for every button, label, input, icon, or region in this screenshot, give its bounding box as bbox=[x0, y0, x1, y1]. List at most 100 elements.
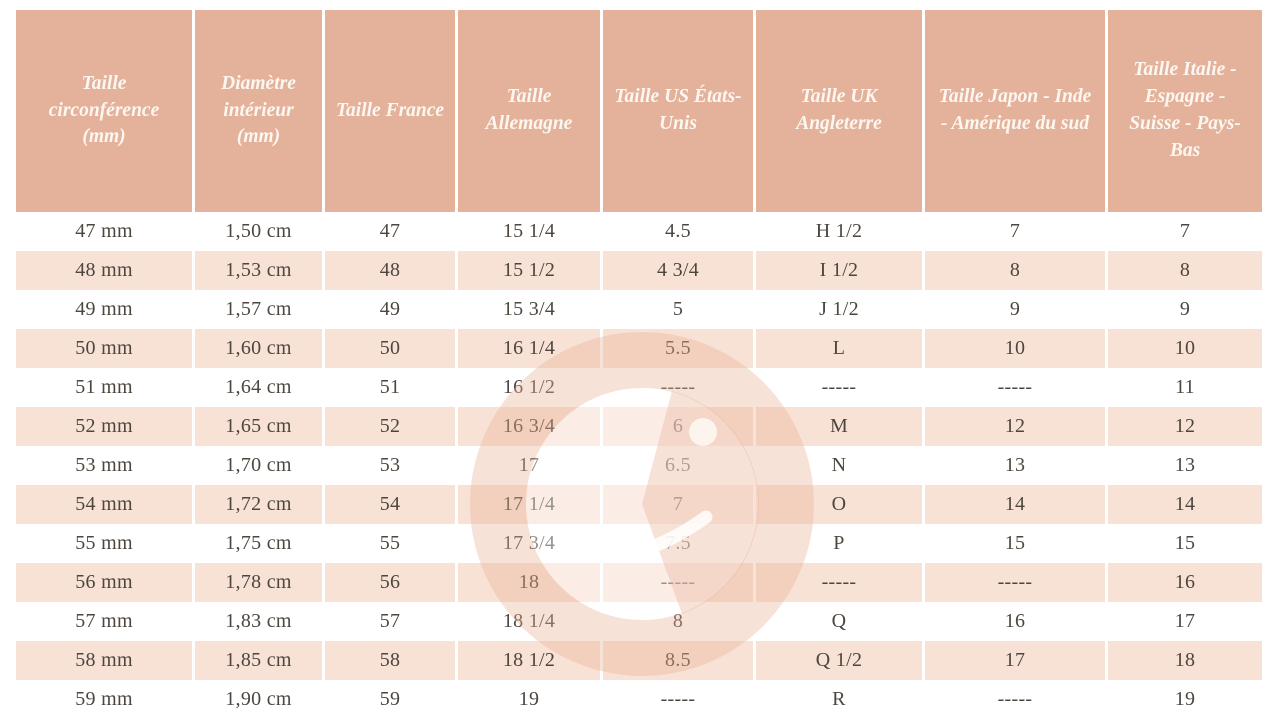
table-cell: ----- bbox=[922, 563, 1105, 602]
table-cell: 47 bbox=[322, 212, 455, 251]
table-cell: 6.5 bbox=[600, 446, 753, 485]
table-cell: 55 mm bbox=[16, 524, 192, 563]
table-cell: 1,57 cm bbox=[192, 290, 322, 329]
table-cell: 18 bbox=[455, 563, 600, 602]
table-cell: 48 mm bbox=[16, 251, 192, 290]
table-cell: 52 mm bbox=[16, 407, 192, 446]
table-cell: 50 bbox=[322, 329, 455, 368]
table-cell: 17 bbox=[455, 446, 600, 485]
table-cell: 15 bbox=[1105, 524, 1262, 563]
table-cell: O bbox=[753, 485, 922, 524]
table-cell: 18 bbox=[1105, 641, 1262, 680]
table-cell: N bbox=[753, 446, 922, 485]
table-row: 49 mm 1,57 cm 49 15 3/4 5 J 1/2 9 9 bbox=[16, 290, 1262, 329]
table-cell: 14 bbox=[1105, 485, 1262, 524]
table-cell: 8 bbox=[600, 602, 753, 641]
table-cell: J 1/2 bbox=[753, 290, 922, 329]
table-cell: 56 mm bbox=[16, 563, 192, 602]
table-cell: 1,64 cm bbox=[192, 368, 322, 407]
table-cell: 1,85 cm bbox=[192, 641, 322, 680]
table-cell: 4.5 bbox=[600, 212, 753, 251]
table-cell: 4 3/4 bbox=[600, 251, 753, 290]
table-cell: 9 bbox=[922, 290, 1105, 329]
table-cell: I 1/2 bbox=[753, 251, 922, 290]
table-cell: 49 mm bbox=[16, 290, 192, 329]
table-cell: 10 bbox=[922, 329, 1105, 368]
table-cell: 1,72 cm bbox=[192, 485, 322, 524]
table-cell: L bbox=[753, 329, 922, 368]
column-header: Taille Japon - Inde - Amérique du sud bbox=[922, 10, 1105, 212]
column-header: Taille UK Angleterre bbox=[753, 10, 922, 212]
table-cell: 51 bbox=[322, 368, 455, 407]
table-cell: 1,78 cm bbox=[192, 563, 322, 602]
table-cell: 1,65 cm bbox=[192, 407, 322, 446]
table-cell: 6 bbox=[600, 407, 753, 446]
table-cell: 1,83 cm bbox=[192, 602, 322, 641]
table-cell: 47 mm bbox=[16, 212, 192, 251]
column-header: Taille Italie - Espagne - Suisse - Pays-… bbox=[1105, 10, 1262, 212]
table-cell: 10 bbox=[1105, 329, 1262, 368]
table-cell: 53 bbox=[322, 446, 455, 485]
table-cell: 16 bbox=[1105, 563, 1262, 602]
table-cell: 1,53 cm bbox=[192, 251, 322, 290]
table-cell: 15 1/2 bbox=[455, 251, 600, 290]
table-cell: 7 bbox=[600, 485, 753, 524]
table-cell: 1,50 cm bbox=[192, 212, 322, 251]
table-cell: 53 mm bbox=[16, 446, 192, 485]
table-cell: 5.5 bbox=[600, 329, 753, 368]
table-row: 55 mm 1,75 cm 55 17 3/4 7.5 P 15 15 bbox=[16, 524, 1262, 563]
table-cell: 57 mm bbox=[16, 602, 192, 641]
table-cell: 1,70 cm bbox=[192, 446, 322, 485]
table-row: 57 mm 1,83 cm 57 18 1/4 8 Q 16 17 bbox=[16, 602, 1262, 641]
table-cell: P bbox=[753, 524, 922, 563]
table-cell: 11 bbox=[1105, 368, 1262, 407]
table-cell: Q 1/2 bbox=[753, 641, 922, 680]
table-cell: 1,75 cm bbox=[192, 524, 322, 563]
table-cell: 16 1/2 bbox=[455, 368, 600, 407]
table-cell: 1,90 cm bbox=[192, 680, 322, 719]
table-cell: 58 mm bbox=[16, 641, 192, 680]
table-row: 54 mm 1,72 cm 54 17 1/4 7 O 14 14 bbox=[16, 485, 1262, 524]
table-cell: 56 bbox=[322, 563, 455, 602]
column-header: Taille circonférence (mm) bbox=[16, 10, 192, 212]
table-cell: 18 1/2 bbox=[455, 641, 600, 680]
table-row: 50 mm 1,60 cm 50 16 1/4 5.5 L 10 10 bbox=[16, 329, 1262, 368]
table-cell: 59 bbox=[322, 680, 455, 719]
table-cell: 12 bbox=[1105, 407, 1262, 446]
table-cell: 16 1/4 bbox=[455, 329, 600, 368]
table-cell: 1,60 cm bbox=[192, 329, 322, 368]
table-cell: H 1/2 bbox=[753, 212, 922, 251]
table-cell: 8 bbox=[1105, 251, 1262, 290]
table-body: 47 mm 1,50 cm 47 15 1/4 4.5 H 1/2 7 7 48 mm 1,53 … bbox=[16, 212, 1262, 719]
table-cell: 16 3/4 bbox=[455, 407, 600, 446]
table-row: 56 mm 1,78 cm 56 18 ----- ----- ----- 16 bbox=[16, 563, 1262, 602]
table-cell: ----- bbox=[600, 680, 753, 719]
table-cell: 49 bbox=[322, 290, 455, 329]
table-cell: Q bbox=[753, 602, 922, 641]
table-row: 58 mm 1,85 cm 58 18 1/2 8.5 Q 1/2 17 18 bbox=[16, 641, 1262, 680]
column-header: Taille France bbox=[322, 10, 455, 212]
header-row: Taille circonférence (mm) Diamètre intéri… bbox=[16, 10, 1262, 212]
table-cell: ----- bbox=[753, 563, 922, 602]
table-cell: 12 bbox=[922, 407, 1105, 446]
table-cell: 9 bbox=[1105, 290, 1262, 329]
table-cell: ----- bbox=[753, 368, 922, 407]
table-cell: 5 bbox=[600, 290, 753, 329]
table-row: 48 mm 1,53 cm 48 15 1/2 4 3/4 I 1/2 8 8 bbox=[16, 251, 1262, 290]
table-cell: 50 mm bbox=[16, 329, 192, 368]
table-cell: 59 mm bbox=[16, 680, 192, 719]
table-cell: 13 bbox=[922, 446, 1105, 485]
table-cell: 58 bbox=[322, 641, 455, 680]
table-cell: M bbox=[753, 407, 922, 446]
table-row: 51 mm 1,64 cm 51 16 1/2 ----- ----- ----- 11 bbox=[16, 368, 1262, 407]
table-cell: ----- bbox=[600, 563, 753, 602]
table-cell: 17 bbox=[922, 641, 1105, 680]
table-cell: 15 3/4 bbox=[455, 290, 600, 329]
size-conversion-table: Taille circonférence (mm) Diamètre intéri… bbox=[16, 10, 1262, 719]
table-cell: 55 bbox=[322, 524, 455, 563]
table-cell: 8.5 bbox=[600, 641, 753, 680]
table-row: 53 mm 1,70 cm 53 17 6.5 N 13 13 bbox=[16, 446, 1262, 485]
table-row: 59 mm 1,90 cm 59 19 ----- R ----- 19 bbox=[16, 680, 1262, 719]
table-cell: R bbox=[753, 680, 922, 719]
table-cell: 18 1/4 bbox=[455, 602, 600, 641]
